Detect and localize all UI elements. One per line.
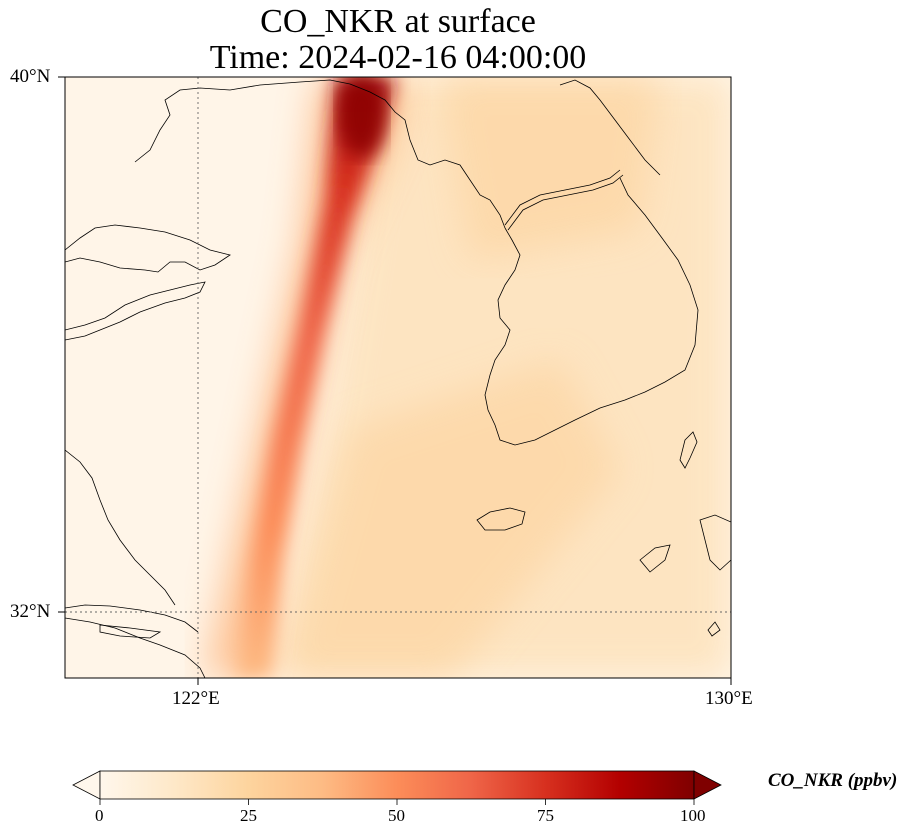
coast-small-island: [707, 621, 721, 637]
lon-label-122e: 122°E: [172, 688, 220, 709]
coast-northeast: [559, 79, 661, 176]
concentration-field: [65, 77, 731, 678]
coast-yangtze-north: [65, 604, 199, 633]
colorbar-extend-min: [72, 770, 101, 800]
lat-label-32n: 32°N: [10, 601, 51, 622]
ticks: [58, 76, 732, 685]
map-title-line2: Time: 2024-02-16 04:00:00: [209, 39, 587, 76]
border-yalu-2: [507, 174, 624, 231]
colorbar-extend-max: [693, 770, 722, 800]
colorbar-tick-0: 0: [95, 806, 104, 825]
coast-tsushima: [679, 431, 698, 469]
haze-south: [280, 360, 620, 678]
map-frame: [64, 76, 732, 679]
plume-core: [235, 77, 395, 678]
colorbar-tick-50: 50: [388, 806, 405, 825]
colorbar-body: [99, 770, 695, 800]
coast-jiangsu: [65, 449, 176, 606]
colorbar-ticks: [99, 799, 695, 805]
colorbar-tick-75: 75: [537, 806, 554, 825]
colorbar-label: CO_NKR (ppbv): [768, 770, 898, 791]
lat-label-40n: 40°N: [10, 66, 51, 87]
gridlines: [65, 77, 731, 678]
map-title-line1: CO_NKR at surface: [260, 3, 536, 40]
colorbar-tick-25: 25: [240, 806, 257, 825]
coastlines: [65, 79, 731, 678]
haze-ne: [440, 77, 660, 260]
coast-yangtze-south: [65, 617, 206, 678]
jeju-island: [476, 507, 526, 531]
plume-peak: [338, 77, 386, 157]
coast-kyushu-2: [639, 544, 671, 573]
coast-shandong: [65, 281, 206, 341]
coast-bohai-west: [65, 224, 231, 273]
colorbar-tick-100: 100: [680, 806, 706, 825]
lon-label-130e: 130°E: [705, 688, 753, 709]
yangtze-island: [99, 624, 162, 639]
coast-korea: [484, 177, 699, 446]
coast-liaodong: [134, 79, 506, 229]
border-yalu: [504, 169, 621, 226]
coast-kyushu: [699, 514, 731, 571]
